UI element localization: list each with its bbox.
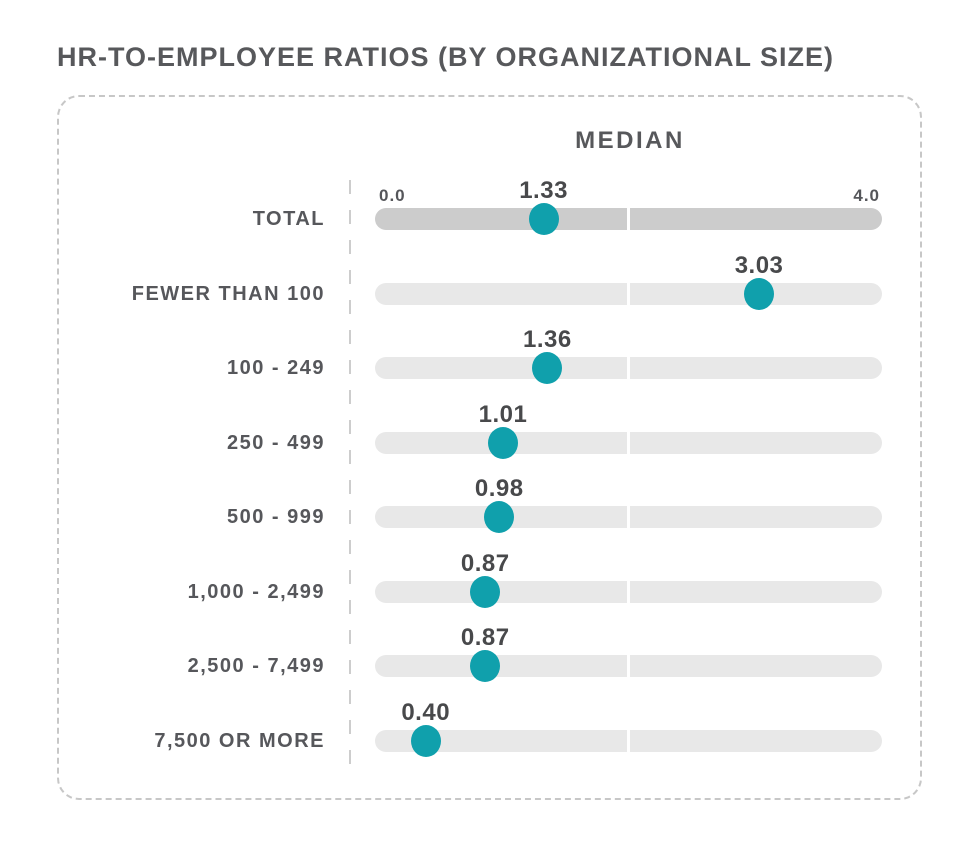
row-category-label: 1,000 - 2,499 <box>187 580 325 603</box>
chart-row: 7,500 OR MORE 0.40 <box>59 700 920 757</box>
median-value-label: 1.33 <box>519 177 568 204</box>
row-category-label: 2,500 - 7,499 <box>187 655 325 677</box>
slider-track <box>375 208 882 230</box>
row-category-label: FEWER THAN 100 <box>131 282 325 305</box>
median-value-label: 0.87 <box>460 624 510 651</box>
chart-row: 2,500 - 7,499 0.87 <box>59 626 920 682</box>
median-value-label: 0.87 <box>460 549 510 577</box>
row-category-label: 500 - 999 <box>226 506 325 528</box>
chart-panel: MEDIAN TOTAL 1.33 0.0 4.0 FEWER THAN 100 3.03… <box>57 95 922 800</box>
scale-midpoint-divider <box>627 729 630 752</box>
chart-row: TOTAL 1.33 0.0 4.0 <box>59 179 920 235</box>
axis-max-tick-label: 4.0 <box>853 186 880 205</box>
slider-track <box>375 655 882 677</box>
median-value-label: 0.40 <box>401 698 451 726</box>
scale-midpoint-divider <box>627 655 630 677</box>
row-category-label: 7,500 OR MORE <box>154 729 325 752</box>
median-dot-marker <box>484 501 515 533</box>
scale-midpoint-divider <box>627 580 630 603</box>
chart-row: 500 - 999 0.98 <box>59 477 920 533</box>
chart-row: 1,000 - 2,499 0.87 <box>59 551 920 608</box>
scale-midpoint-divider <box>627 208 630 230</box>
median-value-label: 3.03 <box>734 251 784 279</box>
slider-track <box>375 282 882 305</box>
slider-track <box>375 580 882 603</box>
chart-row: 100 - 249 1.36 <box>59 328 920 384</box>
row-category-label: TOTAL <box>252 208 325 230</box>
median-value-label: 1.01 <box>478 400 528 428</box>
median-dot-marker <box>470 650 501 682</box>
scale-midpoint-divider <box>627 282 630 305</box>
scale-midpoint-divider <box>627 357 630 379</box>
scale-midpoint-divider <box>627 506 630 528</box>
median-dot-marker <box>488 426 519 459</box>
median-dot-marker <box>744 277 775 310</box>
slider-track <box>375 431 882 454</box>
median-dot-marker <box>532 352 563 384</box>
median-dot-marker <box>528 203 559 235</box>
page-title: HR-TO-EMPLOYEE RATIOS (BY ORGANIZATIONAL… <box>57 42 835 72</box>
scale-midpoint-divider <box>627 431 630 454</box>
median-column-header: MEDIAN <box>575 127 685 154</box>
median-value-label: 0.98 <box>474 475 524 502</box>
chart-row: FEWER THAN 100 3.03 <box>59 253 920 310</box>
slider-track <box>375 729 882 752</box>
slider-track <box>375 357 882 379</box>
chart-row: 250 - 499 1.01 <box>59 402 920 459</box>
median-dot-marker <box>410 724 441 757</box>
slider-track <box>375 506 882 528</box>
median-value-label: 1.36 <box>523 326 572 353</box>
axis-baseline-dashed-line <box>349 180 351 768</box>
row-category-label: 250 - 499 <box>226 431 325 454</box>
median-dot-marker <box>470 575 501 608</box>
row-category-label: 100 - 249 <box>226 357 325 379</box>
axis-min-tick-label: 0.0 <box>379 186 406 205</box>
